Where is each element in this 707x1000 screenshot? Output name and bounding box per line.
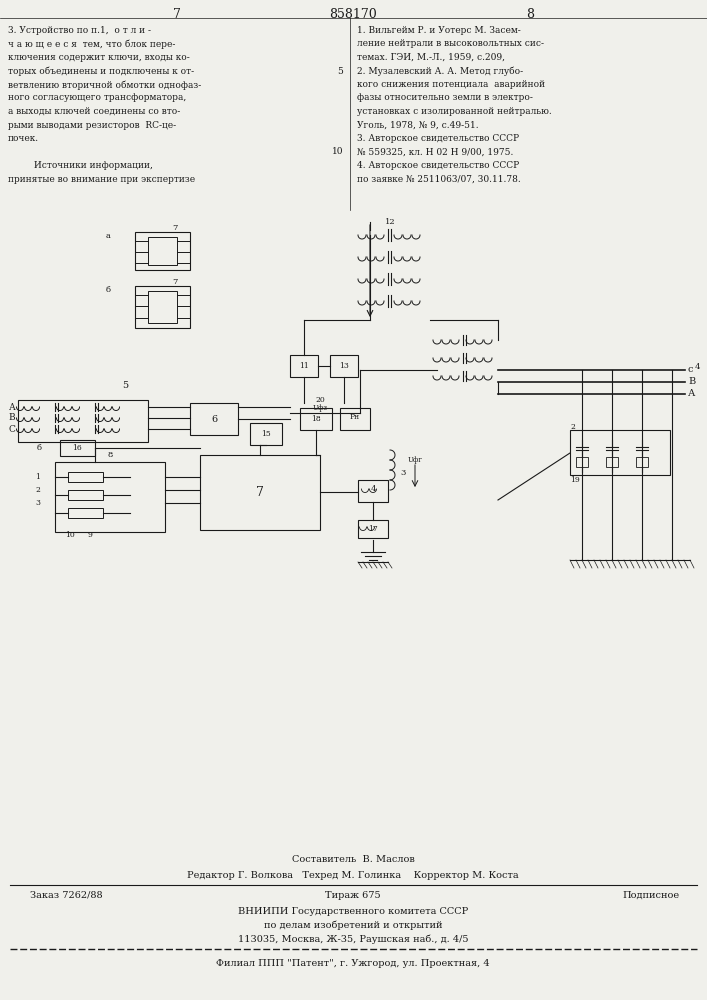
- Text: Редактор Г. Волкова   Техред М. Голинка    Корректор М. Коста: Редактор Г. Волкова Техред М. Голинка Ко…: [187, 871, 519, 880]
- Text: 12: 12: [385, 218, 395, 226]
- Bar: [60, 440, 95, 456]
- Text: 7: 7: [173, 8, 180, 21]
- Bar: [358, 480, 388, 502]
- Text: 10: 10: [65, 531, 75, 539]
- Text: 11: 11: [299, 362, 309, 370]
- Text: Заказ 7262/88: Заказ 7262/88: [30, 891, 103, 900]
- Text: 15: 15: [261, 430, 271, 438]
- Text: Филиал ППП "Патент", г. Ужгород, ул. Проектная, 4: Филиал ППП "Патент", г. Ужгород, ул. Про…: [216, 959, 490, 968]
- Text: В: В: [8, 414, 16, 422]
- Text: 1. Вильгейм Р. и Уотерс М. Засем-: 1. Вильгейм Р. и Уотерс М. Засем-: [357, 26, 521, 35]
- Text: Уголь, 1978, № 9, с.49-51.: Уголь, 1978, № 9, с.49-51.: [357, 120, 479, 129]
- Bar: [68, 472, 103, 482]
- Text: фазы относительно земли в электро-: фазы относительно земли в электро-: [357, 94, 533, 103]
- Text: 20: 20: [315, 396, 325, 404]
- Text: 9: 9: [88, 531, 93, 539]
- Text: ключения содержит ключи, входы ко-: ключения содержит ключи, входы ко-: [8, 53, 189, 62]
- Text: А: А: [8, 402, 16, 412]
- Text: б: б: [37, 444, 42, 452]
- Text: Uфг: Uфг: [407, 456, 423, 464]
- Text: темах. ГЭИ, М.-Л., 1959, с.209,: темах. ГЭИ, М.-Л., 1959, с.209,: [357, 53, 505, 62]
- Text: кого снижения потенциала  аварийной: кого снижения потенциала аварийной: [357, 80, 545, 89]
- Bar: [606, 457, 618, 467]
- Text: c: c: [688, 365, 694, 374]
- Text: 16: 16: [72, 444, 82, 452]
- Text: а выходы ключей соединены со вто-: а выходы ключей соединены со вто-: [8, 107, 180, 116]
- Bar: [135, 232, 190, 270]
- Text: ного согласующего трансформатора,: ного согласующего трансформатора,: [8, 94, 186, 103]
- Text: 4: 4: [695, 363, 701, 371]
- Bar: [55, 462, 165, 532]
- Bar: [570, 430, 670, 475]
- Text: Uфз: Uфз: [312, 404, 327, 412]
- Text: 2. Музалевский А. А. Метод глубо-: 2. Музалевский А. А. Метод глубо-: [357, 66, 523, 76]
- Text: 7: 7: [173, 224, 177, 232]
- Text: ветвлению вторичной обмотки однофаз-: ветвлению вторичной обмотки однофаз-: [8, 80, 201, 90]
- Bar: [576, 457, 588, 467]
- Bar: [300, 408, 332, 430]
- Text: Подписное: Подписное: [623, 891, 680, 900]
- Text: 858170: 858170: [329, 8, 377, 21]
- Text: a: a: [105, 232, 110, 240]
- Text: А: А: [688, 389, 696, 398]
- Bar: [358, 520, 388, 538]
- Bar: [135, 286, 190, 328]
- Text: 7: 7: [256, 486, 264, 498]
- Text: по заявке № 2511063/07, 30.11.78.: по заявке № 2511063/07, 30.11.78.: [357, 174, 521, 184]
- Bar: [330, 355, 358, 377]
- Bar: [148, 291, 177, 323]
- Bar: [290, 355, 318, 377]
- Text: 5: 5: [122, 380, 128, 389]
- Text: принятые во внимание при экспертизе: принятые во внимание при экспертизе: [8, 174, 195, 184]
- Text: 5: 5: [337, 66, 343, 76]
- Text: 3. Авторское свидетельство СССР: 3. Авторское свидетельство СССР: [357, 134, 519, 143]
- Text: рыми выводами резисторов  RC-це-: рыми выводами резисторов RC-це-: [8, 120, 176, 129]
- Text: Составитель  В. Маслов: Составитель В. Маслов: [291, 855, 414, 864]
- Text: 113035, Москва, Ж-35, Раушская наб., д. 4/5: 113035, Москва, Ж-35, Раушская наб., д. …: [238, 935, 468, 944]
- Text: С: С: [8, 424, 16, 434]
- Text: 18: 18: [311, 415, 321, 423]
- Text: 6: 6: [211, 414, 217, 424]
- Text: 17: 17: [368, 525, 378, 533]
- Text: 4: 4: [370, 485, 375, 493]
- Text: Тираж 675: Тираж 675: [325, 891, 381, 900]
- Text: 2: 2: [35, 486, 40, 494]
- Text: ч а ю щ е е с я  тем, что блок пере-: ч а ю щ е е с я тем, что блок пере-: [8, 39, 175, 49]
- Text: б: б: [105, 286, 110, 294]
- Bar: [190, 403, 238, 435]
- Text: почек.: почек.: [8, 134, 39, 143]
- Text: ление нейтрали в высоковольтных сис-: ление нейтрали в высоковольтных сис-: [357, 39, 544, 48]
- Text: торых объединены и подключены к от-: торых объединены и подключены к от-: [8, 66, 194, 76]
- Bar: [250, 423, 282, 445]
- Bar: [68, 490, 103, 500]
- Bar: [340, 408, 370, 430]
- Text: 4. Авторское свидетельство СССР: 4. Авторское свидетельство СССР: [357, 161, 519, 170]
- Bar: [148, 237, 177, 265]
- Text: 3: 3: [400, 469, 405, 477]
- Text: ВНИИПИ Государственного комитета СССР: ВНИИПИ Государственного комитета СССР: [238, 907, 468, 916]
- Text: 3: 3: [35, 499, 40, 507]
- Text: В: В: [688, 377, 695, 386]
- Text: установках с изолированной нейтралью.: установках с изолированной нейтралью.: [357, 107, 551, 116]
- Text: № 559325, кл. Н 02 Н 9/00, 1975.: № 559325, кл. Н 02 Н 9/00, 1975.: [357, 147, 513, 156]
- Text: Рн: Рн: [350, 413, 360, 421]
- Text: 19: 19: [570, 476, 580, 484]
- Bar: [18, 400, 148, 442]
- Text: 8: 8: [107, 451, 112, 459]
- Text: 10: 10: [332, 147, 343, 156]
- Bar: [636, 457, 648, 467]
- Text: 7: 7: [173, 278, 177, 286]
- Text: 8: 8: [526, 8, 534, 21]
- Text: 2: 2: [570, 423, 575, 431]
- Bar: [68, 508, 103, 518]
- Text: 13: 13: [339, 362, 349, 370]
- Text: по делам изобретений и открытий: по делам изобретений и открытий: [264, 921, 443, 930]
- Text: 1: 1: [35, 473, 40, 481]
- Bar: [200, 455, 320, 530]
- Text: Источники информации,: Источники информации,: [8, 161, 153, 170]
- Text: 3. Устройство по п.1,  о т л и -: 3. Устройство по п.1, о т л и -: [8, 26, 151, 35]
